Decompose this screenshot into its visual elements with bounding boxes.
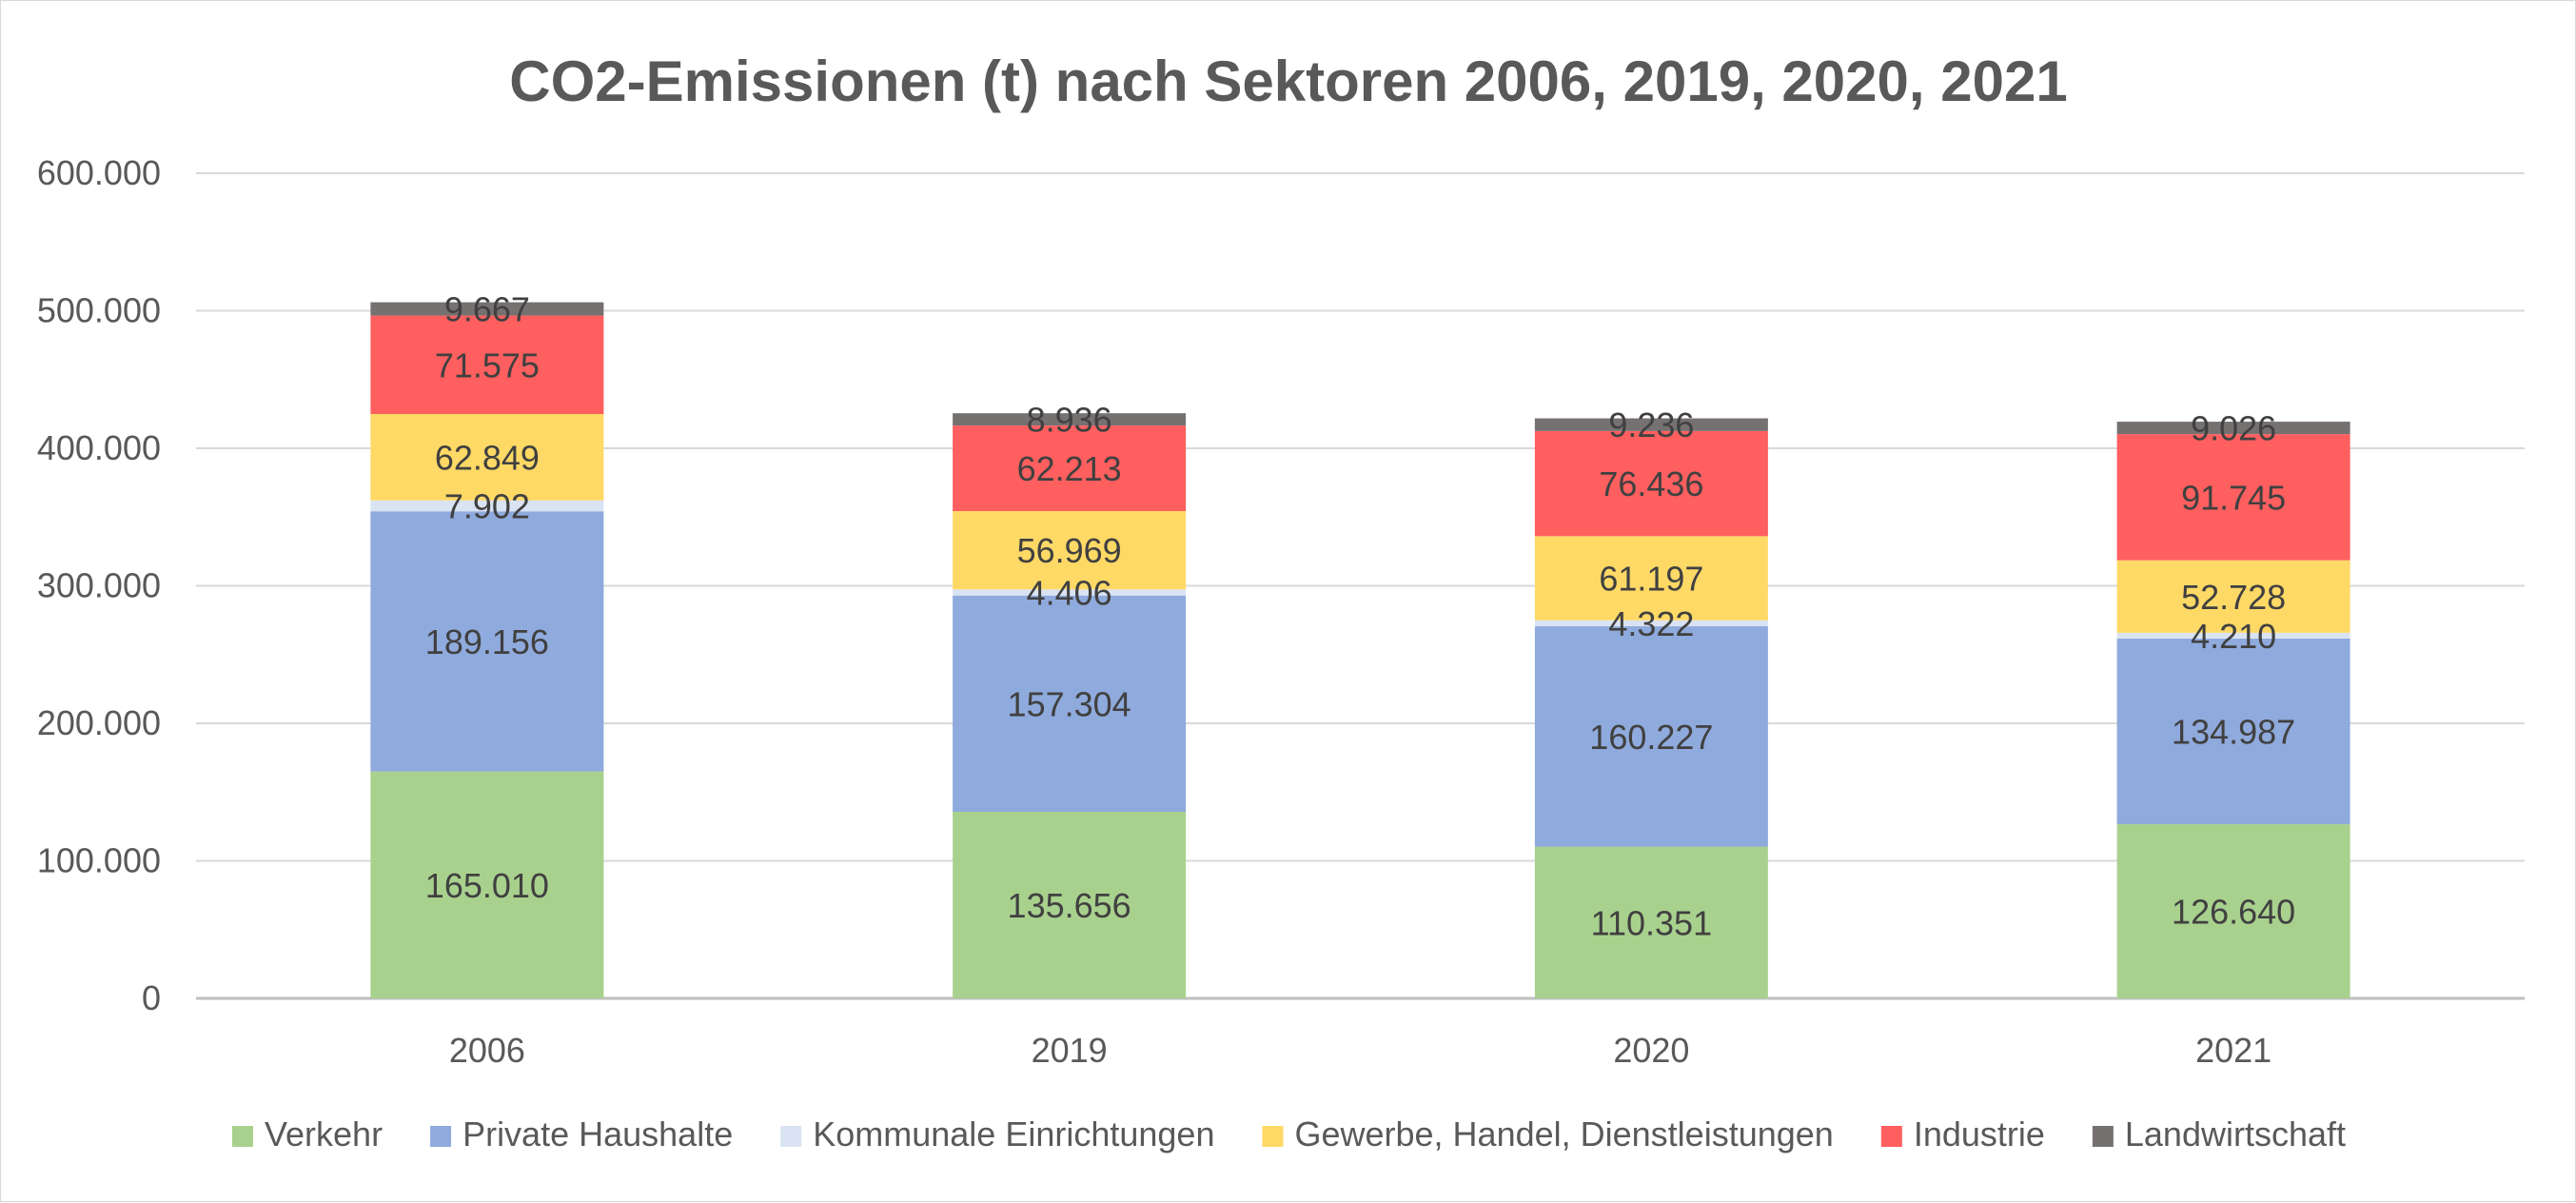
bar-segment	[953, 595, 1187, 812]
bar-segment	[953, 425, 1187, 511]
legend-item: Landwirtschaft	[2092, 1114, 2346, 1154]
bar-segment	[2116, 434, 2350, 561]
data-label: 9.667	[444, 290, 530, 329]
legend-swatch	[231, 1126, 253, 1147]
legend-item: Industrie	[1880, 1114, 2045, 1154]
data-label: 9.236	[1608, 405, 1694, 444]
x-axis-ticks: 2006 2019 2020 2021	[449, 1031, 2271, 1070]
y-tick-label: 500.000	[37, 291, 161, 330]
y-tick-label: 0	[142, 978, 161, 1017]
bar-segment	[370, 413, 604, 501]
bar-segment	[2116, 632, 2350, 639]
bar-segment	[953, 510, 1187, 590]
data-label: 9.026	[2191, 409, 2276, 448]
bar-segment	[370, 315, 604, 414]
data-label: 160.227	[1589, 718, 1713, 757]
data-label: 76.436	[1599, 464, 1703, 503]
y-tick-label: 100.000	[37, 841, 161, 880]
data-label: 7.902	[444, 487, 530, 526]
bar-segment	[1534, 846, 1768, 998]
legend-item: Verkehr	[231, 1114, 383, 1154]
bar-segment	[953, 589, 1187, 596]
data-label: 134.987	[2172, 712, 2295, 751]
legend-swatch	[780, 1126, 802, 1147]
data-label: 189.156	[425, 622, 549, 661]
legend-swatch	[1262, 1126, 1284, 1147]
bar-segment	[1534, 620, 1768, 627]
data-label: 165.010	[425, 866, 549, 905]
bar-segment	[953, 811, 1187, 998]
y-tick-label: 300.000	[37, 566, 161, 605]
data-label: 52.728	[2181, 578, 2286, 617]
bar-segment	[2116, 824, 2350, 998]
bar-segment	[2116, 422, 2350, 435]
y-tick-label: 200.000	[37, 703, 161, 742]
legend-label: Kommunale Einrichtungen	[813, 1114, 1214, 1154]
data-labels: 165.010 189.156 7.902 62.849 71.575 9.667 135.…	[425, 290, 2295, 943]
legend-item: Kommunale Einrichtungen	[780, 1114, 1214, 1154]
legend-item: Gewerbe, Handel, Dienstleistungen	[1262, 1114, 1834, 1154]
data-label: 157.304	[1008, 684, 1131, 723]
data-label: 8.936	[1027, 401, 1112, 440]
bar-segment	[1534, 536, 1768, 621]
bars	[370, 302, 2350, 998]
x-tick-label: 2021	[2195, 1031, 2271, 1070]
y-tick-label: 600.000	[37, 153, 161, 192]
legend-item: Private Haushalte	[430, 1114, 733, 1154]
bar-segment	[953, 413, 1187, 426]
x-tick-label: 2020	[1613, 1031, 1689, 1070]
legend-label: Industrie	[1914, 1114, 2045, 1154]
data-label: 62.213	[1017, 449, 1122, 488]
legend-label: Landwirtschaft	[2125, 1114, 2346, 1154]
bar-segment	[370, 771, 604, 998]
bar-segment	[370, 511, 604, 772]
data-label: 4.406	[1027, 573, 1112, 612]
y-axis-ticks: 0 100.000 200.000 300.000 400.000 500.000 600.…	[37, 153, 161, 1017]
legend: Verkehr Private Haushalte Kommunale Einric…	[231, 1114, 2346, 1154]
y-tick-label: 400.000	[37, 428, 161, 467]
legend-label: Verkehr	[265, 1114, 383, 1154]
legend-swatch	[1880, 1126, 1902, 1147]
bar-segment	[1534, 430, 1768, 537]
data-label: 62.849	[435, 438, 540, 477]
data-label: 135.656	[1008, 886, 1131, 925]
bar-segment	[2116, 560, 2350, 633]
chart-title: CO2-Emissionen (t) nach Sektoren 2006, 2…	[509, 49, 2067, 113]
legend-swatch	[2092, 1126, 2114, 1147]
legend-label: Private Haushalte	[462, 1114, 733, 1154]
bar-segment	[2116, 638, 2350, 825]
data-label: 4.210	[2191, 617, 2276, 656]
legend-swatch	[430, 1126, 452, 1147]
data-label: 4.322	[1608, 604, 1694, 643]
data-label: 71.575	[435, 345, 540, 385]
data-label: 56.969	[1017, 531, 1122, 570]
data-label: 61.197	[1599, 560, 1703, 599]
data-label: 110.351	[1591, 903, 1712, 942]
data-label: 126.640	[2172, 893, 2295, 932]
bar-segment	[370, 302, 604, 316]
data-label: 91.745	[2181, 478, 2286, 517]
x-tick-label: 2019	[1032, 1031, 1108, 1070]
bar-segment	[1534, 626, 1768, 847]
bar-segment	[370, 500, 604, 512]
legend-label: Gewerbe, Handel, Dienstleistungen	[1294, 1114, 1833, 1154]
bar-segment	[1534, 418, 1768, 431]
x-tick-label: 2006	[449, 1031, 525, 1070]
